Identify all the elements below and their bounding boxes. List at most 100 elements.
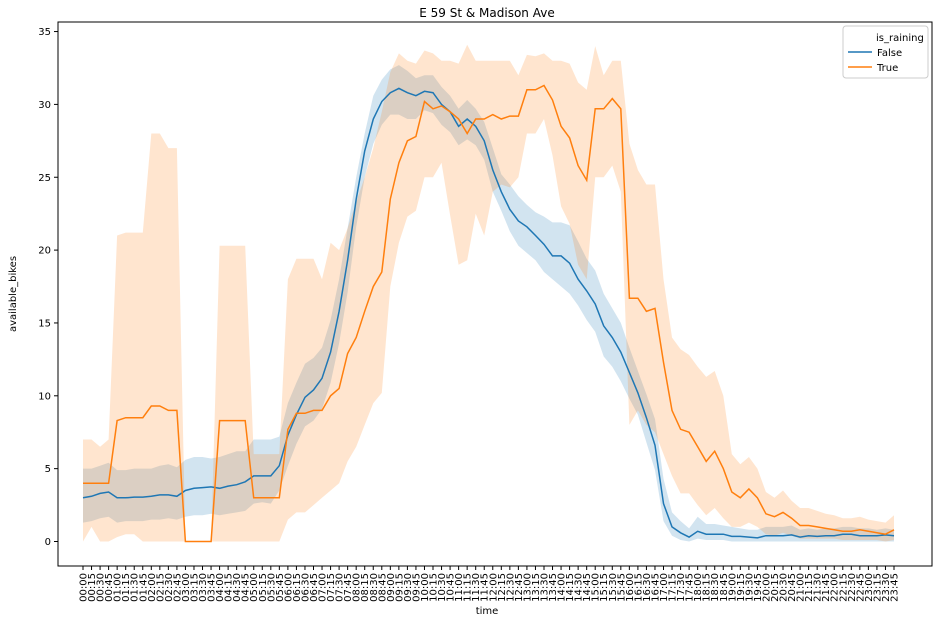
x-tick-label: 15:00 <box>591 573 602 602</box>
x-tick-label: 19:15 <box>736 573 747 602</box>
x-tick-label: 17:30 <box>676 573 687 602</box>
x-tick-label: 02:45 <box>172 573 183 602</box>
x-tick-label: 20:00 <box>761 573 772 602</box>
confidence-band-false <box>83 65 894 542</box>
x-tick-label: 03:30 <box>198 573 209 602</box>
x-tick-label: 23:45 <box>890 573 901 602</box>
x-tick-label: 04:30 <box>232 573 243 602</box>
x-tick-label: 22:30 <box>847 573 858 602</box>
x-tick-label: 07:00 <box>318 573 329 602</box>
x-tick-label: 07:15 <box>326 573 337 602</box>
x-tick-label: 11:00 <box>454 573 465 602</box>
x-tick-label: 04:00 <box>215 573 226 602</box>
x-tick-label: 15:30 <box>608 573 619 602</box>
x-tick-label: 19:00 <box>727 573 738 602</box>
y-axis-label: available_bikes <box>8 256 19 332</box>
y-tick-label: 20 <box>38 246 51 257</box>
x-tick-label: 01:45 <box>138 573 149 602</box>
y-tick-label: 35 <box>38 27 51 38</box>
x-tick-label: 17:45 <box>685 573 696 602</box>
x-tick-label: 13:30 <box>540 573 551 602</box>
x-tick-label: 01:30 <box>130 573 141 602</box>
x-tick-label: 00:15 <box>87 573 98 602</box>
x-tick-label: 20:45 <box>787 573 798 602</box>
y-axis-ticks: 0 5 10 15 20 25 30 35 <box>38 27 58 548</box>
x-tick-label: 10:15 <box>429 573 440 602</box>
x-tick-label: 13:45 <box>548 573 559 602</box>
x-tick-label: 05:15 <box>258 573 269 602</box>
x-tick-label: 07:45 <box>343 573 354 602</box>
x-tick-label: 17:15 <box>668 573 679 602</box>
x-tick-label: 18:30 <box>710 573 721 602</box>
y-tick-label: 0 <box>45 537 51 548</box>
x-tick-label: 02:00 <box>147 573 158 602</box>
legend-entry-false: False <box>877 48 902 59</box>
x-tick-label: 12:00 <box>488 573 499 602</box>
x-tick-label: 16:30 <box>642 573 653 602</box>
x-tick-label: 12:15 <box>497 573 508 602</box>
x-tick-label: 10:45 <box>446 573 457 602</box>
y-tick-label: 30 <box>38 100 51 111</box>
x-tick-label: 20:30 <box>779 573 790 602</box>
plot-area-frame <box>57 21 933 567</box>
x-tick-label: 14:00 <box>557 573 568 602</box>
x-tick-label: 11:30 <box>471 573 482 602</box>
x-tick-label: 14:15 <box>565 573 576 602</box>
x-tick-label: 01:15 <box>121 573 132 602</box>
x-tick-label: 03:00 <box>181 573 192 602</box>
x-tick-label: 22:15 <box>838 573 849 602</box>
x-tick-label: 00:00 <box>79 573 90 602</box>
x-tick-label: 09:45 <box>411 573 422 602</box>
x-tick-label: 23:30 <box>881 573 892 602</box>
x-tick-label: 11:15 <box>463 573 474 602</box>
y-tick-label: 5 <box>45 464 51 475</box>
y-tick-label: 25 <box>38 173 51 184</box>
x-tick-label: 08:45 <box>377 573 388 602</box>
x-tick-label: 21:00 <box>796 573 807 602</box>
x-tick-label: 08:15 <box>360 573 371 602</box>
x-tick-label: 12:30 <box>505 573 516 602</box>
x-tick-label: 03:45 <box>207 573 218 602</box>
x-tick-label: 23:15 <box>872 573 883 602</box>
x-tick-label: 18:15 <box>702 573 713 602</box>
x-tick-label: 15:15 <box>599 573 610 602</box>
x-tick-label: 04:45 <box>241 573 252 602</box>
x-tick-label: 05:45 <box>275 573 286 602</box>
x-tick-label: 21:15 <box>804 573 815 602</box>
x-tick-label: 10:30 <box>437 573 448 602</box>
x-tick-label: 22:45 <box>855 573 866 602</box>
x-tick-label: 00:30 <box>96 573 107 602</box>
x-tick-label: 17:00 <box>659 573 670 602</box>
legend-entry-true: True <box>876 63 898 74</box>
x-tick-label: 18:45 <box>719 573 730 602</box>
x-tick-label: 06:15 <box>292 573 303 602</box>
x-tick-label: 16:00 <box>625 573 636 602</box>
x-tick-label: 19:45 <box>753 573 764 602</box>
x-tick-label: 16:45 <box>651 573 662 602</box>
x-tick-label: 06:00 <box>283 573 294 602</box>
x-axis-label: time <box>476 606 499 617</box>
x-tick-label: 02:30 <box>164 573 175 602</box>
x-tick-label: 10:00 <box>420 573 431 602</box>
x-tick-label: 06:45 <box>309 573 320 602</box>
legend-box <box>842 25 929 79</box>
confidence-band-true <box>83 44 894 542</box>
x-tick-label: 14:30 <box>574 573 585 602</box>
legend: is_raining False True <box>842 25 929 79</box>
x-tick-label: 08:00 <box>352 573 363 602</box>
x-tick-label: 18:00 <box>693 573 704 602</box>
y-tick-label: 15 <box>38 318 51 329</box>
confidence-bands <box>83 44 894 542</box>
legend-title: is_raining <box>876 33 924 44</box>
x-tick-label: 06:30 <box>301 573 312 602</box>
x-tick-label: 09:00 <box>386 573 397 602</box>
x-tick-label: 21:45 <box>821 573 832 602</box>
y-tick-label: 10 <box>38 391 51 402</box>
x-tick-label: 13:15 <box>531 573 542 602</box>
x-tick-label: 23:00 <box>864 573 875 602</box>
series-lines <box>82 84 895 543</box>
x-tick-label: 08:30 <box>369 573 380 602</box>
x-tick-label: 07:30 <box>335 573 346 602</box>
series-line-false <box>82 87 895 539</box>
x-tick-label: 01:00 <box>113 573 124 602</box>
